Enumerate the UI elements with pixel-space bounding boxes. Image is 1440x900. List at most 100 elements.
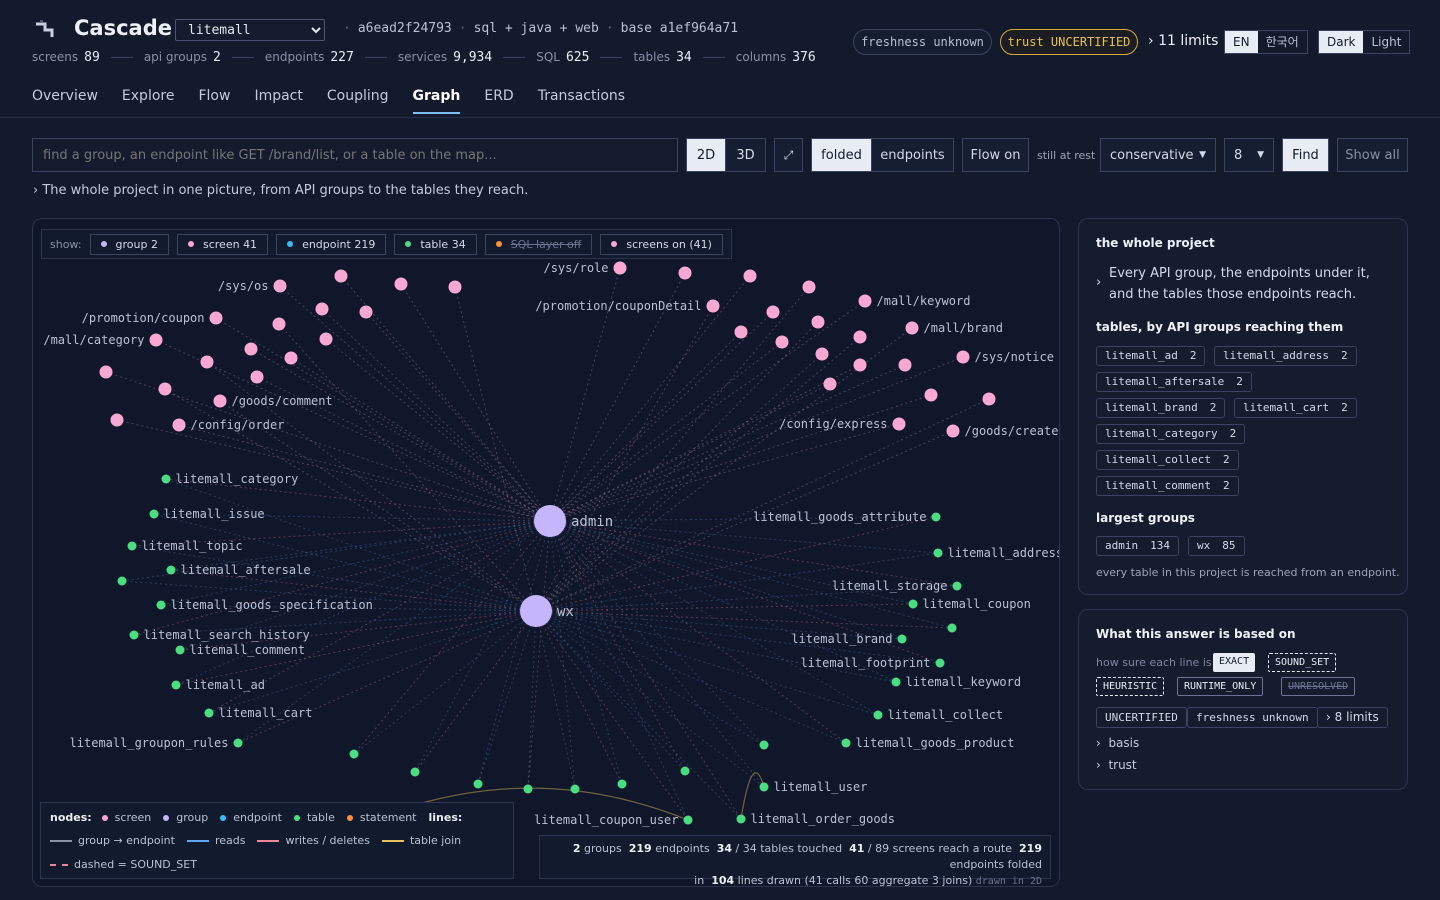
- group-node[interactable]: [534, 505, 566, 537]
- screen-node[interactable]: [956, 350, 970, 364]
- table-node[interactable]: [156, 600, 166, 610]
- policy-select[interactable]: conservative ▼: [1100, 138, 1216, 172]
- screen-node[interactable]: [706, 299, 720, 313]
- table-node[interactable]: [523, 784, 533, 794]
- lang-ko-button[interactable]: 한국어: [1265, 35, 1299, 49]
- badge-heuristic[interactable]: HEURISTIC: [1096, 677, 1165, 696]
- screen-node[interactable]: [315, 302, 329, 316]
- theme-light-button[interactable]: Light: [1371, 35, 1402, 49]
- lang-en-button[interactable]: EN: [1225, 31, 1258, 53]
- screen-node[interactable]: [394, 277, 408, 291]
- chip-uncertified[interactable]: UNCERTIFIED: [1096, 707, 1187, 728]
- search-input[interactable]: [32, 138, 678, 172]
- table-node[interactable]: [129, 630, 139, 640]
- screen-node[interactable]: [250, 370, 264, 384]
- badge-runtime-only[interactable]: RUNTIME_ONLY: [1177, 677, 1264, 696]
- screen-node[interactable]: [110, 413, 124, 427]
- screen-node[interactable]: [815, 347, 829, 361]
- trust-toggle[interactable]: › trust: [1096, 758, 1137, 772]
- table-node[interactable]: [149, 509, 159, 519]
- screen-node[interactable]: [209, 311, 223, 325]
- card-intro[interactable]: › Every API group, the endpoints under i…: [1096, 263, 1396, 305]
- table-node[interactable]: [759, 740, 769, 750]
- mode-3d-button[interactable]: 3D: [725, 138, 766, 172]
- group-tag[interactable]: admin 134: [1096, 536, 1179, 556]
- table-node[interactable]: [841, 738, 851, 748]
- table-node[interactable]: [935, 658, 945, 668]
- show-chip[interactable]: SQL layer off: [484, 233, 593, 255]
- flow-toggle-button[interactable]: Flow on: [962, 138, 1029, 172]
- screen-node[interactable]: [319, 332, 333, 346]
- table-tag[interactable]: litemall_address 2: [1214, 346, 1357, 366]
- table-node[interactable]: [933, 548, 943, 558]
- screen-node[interactable]: [448, 280, 462, 294]
- screen-node[interactable]: [359, 305, 373, 319]
- tab-explore[interactable]: Explore: [121, 88, 175, 104]
- table-node[interactable]: [683, 815, 693, 825]
- screen-node[interactable]: [858, 294, 872, 308]
- screen-node[interactable]: [678, 266, 692, 280]
- table-node[interactable]: [161, 474, 171, 484]
- graph-canvas[interactable]: /sys/role/sys/os/promotion/couponDetail /…: [33, 219, 1060, 887]
- screen-node[interactable]: [946, 424, 960, 438]
- tab-graph[interactable]: Graph: [412, 88, 460, 114]
- table-node[interactable]: [204, 708, 214, 718]
- tab-impact[interactable]: Impact: [254, 88, 303, 104]
- tab-transactions[interactable]: Transactions: [537, 88, 626, 104]
- endpoints-button[interactable]: endpoints: [871, 138, 954, 172]
- screen-node[interactable]: [811, 315, 825, 329]
- chip-freshness[interactable]: freshness unknown: [1187, 707, 1318, 728]
- table-tag[interactable]: litemall_ad 2: [1096, 346, 1206, 366]
- table-node[interactable]: [127, 541, 137, 551]
- screen-node[interactable]: [802, 280, 816, 294]
- table-node[interactable]: [117, 576, 127, 586]
- group-node[interactable]: [520, 595, 552, 627]
- table-node[interactable]: [680, 766, 690, 776]
- note-line[interactable]: › The whole project in one picture, from…: [33, 183, 528, 198]
- table-node[interactable]: [473, 779, 483, 789]
- table-node[interactable]: [166, 565, 176, 575]
- screen-node[interactable]: [853, 330, 867, 344]
- screen-node[interactable]: [244, 342, 258, 356]
- badge-unresolved[interactable]: UNRESOLVED: [1281, 677, 1356, 696]
- screen-node[interactable]: [213, 394, 227, 408]
- screen-node[interactable]: [284, 351, 298, 365]
- screen-node[interactable]: [853, 358, 867, 372]
- table-node[interactable]: [175, 645, 185, 655]
- screen-node[interactable]: [200, 355, 214, 369]
- tab-erd[interactable]: ERD: [484, 88, 514, 104]
- project-select[interactable]: litemall: [175, 19, 325, 41]
- screen-node[interactable]: [766, 305, 780, 319]
- badge-sound-set[interactable]: SOUND_SET: [1268, 653, 1337, 672]
- screen-node[interactable]: [823, 377, 837, 391]
- table-node[interactable]: [897, 634, 907, 644]
- screen-node[interactable]: [158, 382, 172, 396]
- screen-node[interactable]: [613, 261, 627, 275]
- table-node[interactable]: [617, 779, 627, 789]
- table-node[interactable]: [891, 677, 901, 687]
- expand-icon[interactable]: ⤢: [774, 138, 803, 172]
- show-chip[interactable]: table 34: [394, 233, 477, 255]
- screen-node[interactable]: [924, 388, 938, 402]
- table-tag[interactable]: litemall_category 2: [1096, 424, 1246, 444]
- trust-pill[interactable]: trust UNCERTIFIED: [1000, 29, 1138, 55]
- screen-node[interactable]: [273, 279, 287, 293]
- table-node[interactable]: [349, 749, 359, 759]
- table-tag[interactable]: litemall_aftersale 2: [1096, 372, 1252, 392]
- screen-node[interactable]: [775, 335, 789, 349]
- screen-node[interactable]: [99, 365, 113, 379]
- screen-node[interactable]: [172, 418, 186, 432]
- screen-node[interactable]: [898, 358, 912, 372]
- table-node[interactable]: [233, 738, 243, 748]
- table-tag[interactable]: litemall_comment 2: [1096, 476, 1239, 496]
- screen-node[interactable]: [272, 317, 286, 331]
- show-all-button[interactable]: Show all: [1337, 138, 1408, 172]
- table-node[interactable]: [570, 784, 580, 794]
- table-node[interactable]: [171, 680, 181, 690]
- table-tag[interactable]: litemall_cart 2: [1234, 398, 1357, 418]
- screen-node[interactable]: [334, 269, 348, 283]
- tab-overview[interactable]: Overview: [32, 88, 98, 104]
- theme-dark-button[interactable]: Dark: [1319, 31, 1364, 53]
- screen-node[interactable]: [743, 269, 757, 283]
- folded-button[interactable]: folded: [811, 138, 872, 172]
